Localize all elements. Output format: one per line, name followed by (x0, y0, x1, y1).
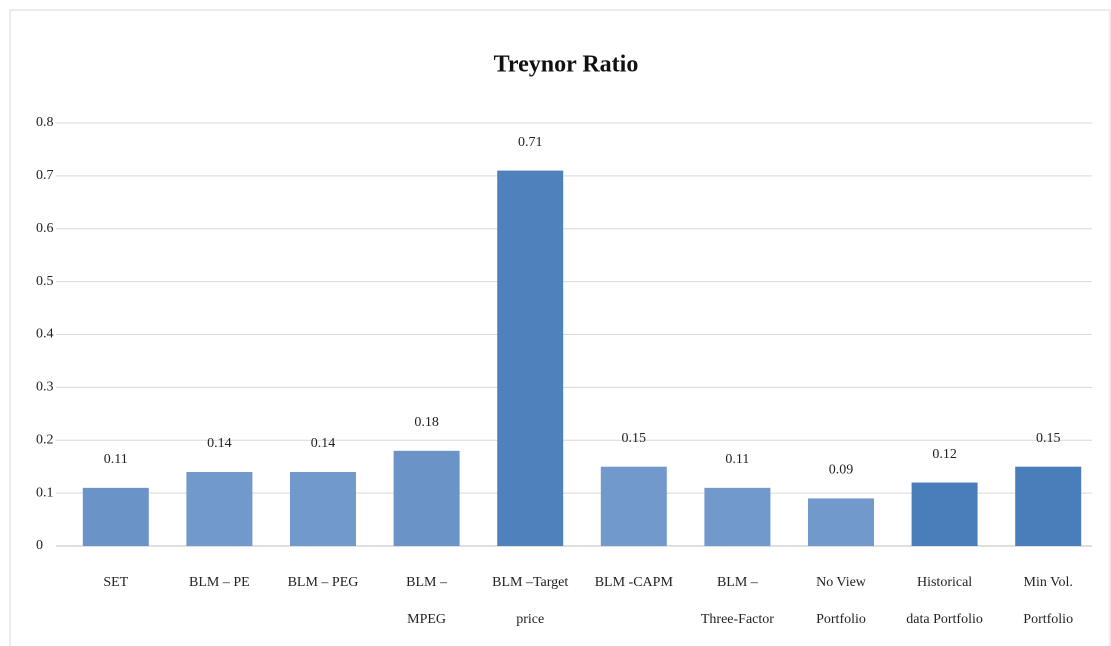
x-tick-label: SET (103, 575, 128, 590)
y-tick-label: 0.3 (36, 380, 54, 395)
x-tick-label: BLM – PEG (288, 575, 359, 590)
x-tick-label: BLM – Three-Factor (701, 575, 774, 627)
chart-title: Treynor Ratio (494, 52, 639, 78)
x-tick-label: Historical data Portfolio (906, 575, 983, 627)
bar (290, 471, 356, 546)
y-tick-label: 0.2 (36, 432, 54, 447)
y-tick-label: 0.8 (36, 115, 54, 130)
bar (1015, 466, 1082, 546)
bar (600, 466, 667, 546)
data-label: 0.11 (725, 452, 749, 467)
x-tick-label: BLM -CAPM (595, 575, 674, 590)
y-tick-label: 0.6 (36, 221, 54, 236)
bar (808, 498, 874, 546)
bar (186, 471, 253, 546)
y-tick-label: 0.1 (36, 485, 54, 500)
y-tick-label: 0.4 (36, 327, 54, 342)
bar (497, 170, 564, 546)
data-label: 0.15 (622, 431, 647, 446)
bar (911, 482, 978, 546)
data-label: 0.14 (207, 436, 232, 451)
bar (393, 450, 460, 546)
data-label: 0.15 (1036, 431, 1061, 446)
x-tick-label: BLM – PE (189, 575, 250, 590)
x-tick-label: BLM – MPEG (406, 575, 448, 627)
x-tick-label: BLM –Target price (492, 575, 568, 627)
data-label: 0.71 (518, 135, 543, 150)
y-tick-label: 0.5 (36, 274, 54, 289)
data-label: 0.09 (829, 463, 854, 478)
data-label: 0.14 (311, 436, 336, 451)
chart-frame (9, 9, 1111, 646)
x-tick-label: No View Portfolio (816, 575, 867, 627)
y-tick-label: 0.7 (36, 168, 54, 183)
bar (704, 487, 771, 546)
bar (82, 487, 149, 546)
x-tick-label: Min Vol. Portfolio (1023, 575, 1073, 627)
y-tick-label: 0 (36, 538, 43, 553)
data-label: 0.12 (932, 447, 957, 462)
data-label: 0.11 (104, 452, 128, 467)
data-label: 0.18 (414, 415, 439, 430)
